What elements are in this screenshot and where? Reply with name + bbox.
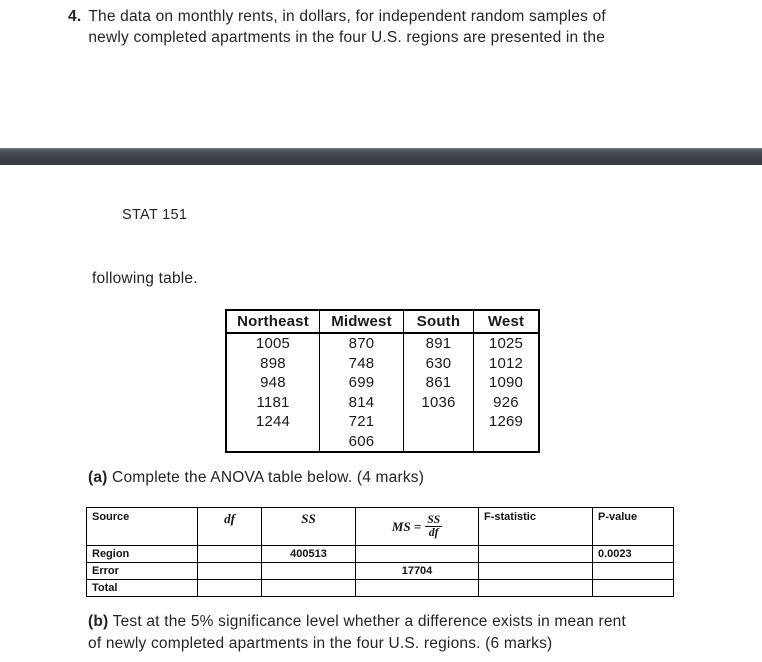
anova-cell-df bbox=[197, 579, 262, 597]
rent-data-table: Northeast Midwest South West 1005 870 89… bbox=[225, 309, 540, 453]
part-b-paragraph: (b) Test at the 5% significance level wh… bbox=[88, 611, 626, 654]
anova-cell-f bbox=[478, 579, 593, 597]
rent-cell: 630 bbox=[403, 353, 474, 373]
rent-cell: 861 bbox=[403, 373, 474, 393]
anova-cell-ms: 17704 bbox=[355, 562, 479, 580]
table-row: 1181 814 1036 926 bbox=[225, 392, 540, 412]
question-text: The data on monthly rents, in dollars, f… bbox=[88, 6, 606, 48]
rent-header-midwest: Midwest bbox=[319, 310, 404, 334]
rent-cell: 814 bbox=[319, 392, 404, 412]
anova-cell-df bbox=[197, 545, 262, 563]
anova-cell-f bbox=[478, 562, 593, 580]
question-text-line1: The data on monthly rents, in dollars, f… bbox=[88, 8, 606, 25]
anova-header-p-value: P-value bbox=[592, 507, 674, 546]
anova-cell-source: Total bbox=[86, 579, 198, 597]
question-text-line2: newly completed apartments in the four U… bbox=[88, 29, 606, 46]
anova-cell-ss bbox=[261, 579, 356, 597]
rent-cell: 699 bbox=[319, 373, 404, 393]
anova-cell-p bbox=[592, 579, 674, 597]
table-row: 948 699 861 1090 bbox=[225, 373, 540, 393]
table-row: 898 748 630 1012 bbox=[225, 353, 540, 373]
anova-table: Source df SS MS = SS df F-statistic P-va… bbox=[86, 507, 674, 597]
question-4-paragraph: 4. The data on monthly rents, in dollars… bbox=[68, 6, 606, 48]
following-table-text: following table. bbox=[92, 270, 198, 287]
rent-cell: 1181 bbox=[225, 392, 320, 412]
rent-table-body: 1005 870 891 1025 898 748 630 1012 948 6… bbox=[225, 333, 540, 452]
anova-cell-ms bbox=[355, 545, 479, 563]
anova-cell-p: 0.0023 bbox=[592, 545, 674, 563]
rent-cell bbox=[403, 431, 474, 452]
anova-cell-p bbox=[592, 562, 674, 580]
rent-cell: 926 bbox=[473, 392, 540, 412]
rent-header-west: West bbox=[473, 310, 540, 334]
rent-cell: 1036 bbox=[403, 392, 474, 412]
anova-header-row: Source df SS MS = SS df F-statistic P-va… bbox=[86, 507, 674, 546]
rent-cell: 891 bbox=[403, 333, 474, 354]
anova-header-ss: SS bbox=[261, 507, 356, 546]
rent-cell bbox=[403, 412, 474, 432]
part-b-text1: Test at the 5% significance level whethe… bbox=[108, 613, 626, 630]
part-b-line2: of newly completed apartments in the fou… bbox=[88, 634, 553, 652]
rent-cell: 1269 bbox=[473, 412, 540, 432]
anova-header-source: Source bbox=[86, 507, 198, 546]
part-a-label: (a) bbox=[88, 469, 108, 486]
rent-cell bbox=[473, 431, 540, 452]
rent-cell: 898 bbox=[225, 353, 320, 373]
rent-cell: 1012 bbox=[473, 353, 540, 373]
anova-row-total: Total bbox=[86, 579, 674, 597]
rent-header-south: South bbox=[403, 310, 474, 334]
table-row: 1005 870 891 1025 bbox=[225, 333, 540, 354]
rent-cell bbox=[225, 431, 320, 452]
rent-cell: 948 bbox=[225, 373, 320, 393]
anova-table-body: Region 400513 0.0023 Error 17704 Total bbox=[86, 545, 674, 597]
anova-table-header: Source df SS MS = SS df F-statistic P-va… bbox=[86, 507, 674, 546]
ms-formula: MS = SS df bbox=[391, 513, 443, 539]
course-header: STAT 151 bbox=[122, 207, 188, 223]
anova-header-f-statistic: F-statistic bbox=[478, 507, 593, 546]
rent-cell: 606 bbox=[319, 431, 404, 452]
rent-cell: 1025 bbox=[473, 333, 540, 354]
table-row: 606 bbox=[225, 431, 540, 452]
part-b-line1: (b) Test at the 5% significance level wh… bbox=[88, 611, 626, 633]
anova-cell-ss: 400513 bbox=[261, 545, 356, 563]
rent-header-northeast: Northeast bbox=[225, 310, 320, 334]
anova-cell-f bbox=[478, 545, 593, 563]
part-a-instruction: (a) Complete the ANOVA table below. (4 m… bbox=[88, 469, 424, 487]
anova-row-region: Region 400513 0.0023 bbox=[86, 545, 674, 563]
anova-cell-source: Error bbox=[86, 562, 198, 580]
rent-cell: 870 bbox=[319, 333, 404, 354]
anova-cell-df bbox=[197, 562, 262, 580]
rent-table-header: Northeast Midwest South West bbox=[225, 310, 540, 334]
rent-cell: 748 bbox=[319, 353, 404, 373]
anova-row-error: Error 17704 bbox=[86, 562, 674, 580]
rent-cell: 1005 bbox=[225, 333, 320, 354]
anova-header-ms: MS = SS df bbox=[355, 507, 479, 546]
ms-numerator: SS bbox=[427, 513, 441, 526]
anova-cell-source: Region bbox=[86, 545, 198, 563]
ms-denominator: df bbox=[425, 526, 443, 539]
rent-cell: 1244 bbox=[225, 412, 320, 432]
anova-cell-ms bbox=[355, 579, 479, 597]
part-a-text: Complete the ANOVA table below. (4 marks… bbox=[107, 469, 425, 486]
rent-cell: 721 bbox=[319, 412, 404, 432]
ms-prefix: MS = bbox=[391, 518, 422, 534]
rent-header-row: Northeast Midwest South West bbox=[225, 310, 540, 334]
anova-header-df: df bbox=[197, 507, 262, 546]
ms-fraction: SS df bbox=[425, 513, 443, 539]
question-number: 4. bbox=[68, 8, 82, 25]
page-break-bar bbox=[0, 148, 762, 165]
part-b-label: (b) bbox=[88, 613, 109, 630]
anova-cell-ss bbox=[261, 562, 356, 580]
table-row: 1244 721 1269 bbox=[225, 412, 540, 432]
rent-cell: 1090 bbox=[473, 373, 540, 393]
